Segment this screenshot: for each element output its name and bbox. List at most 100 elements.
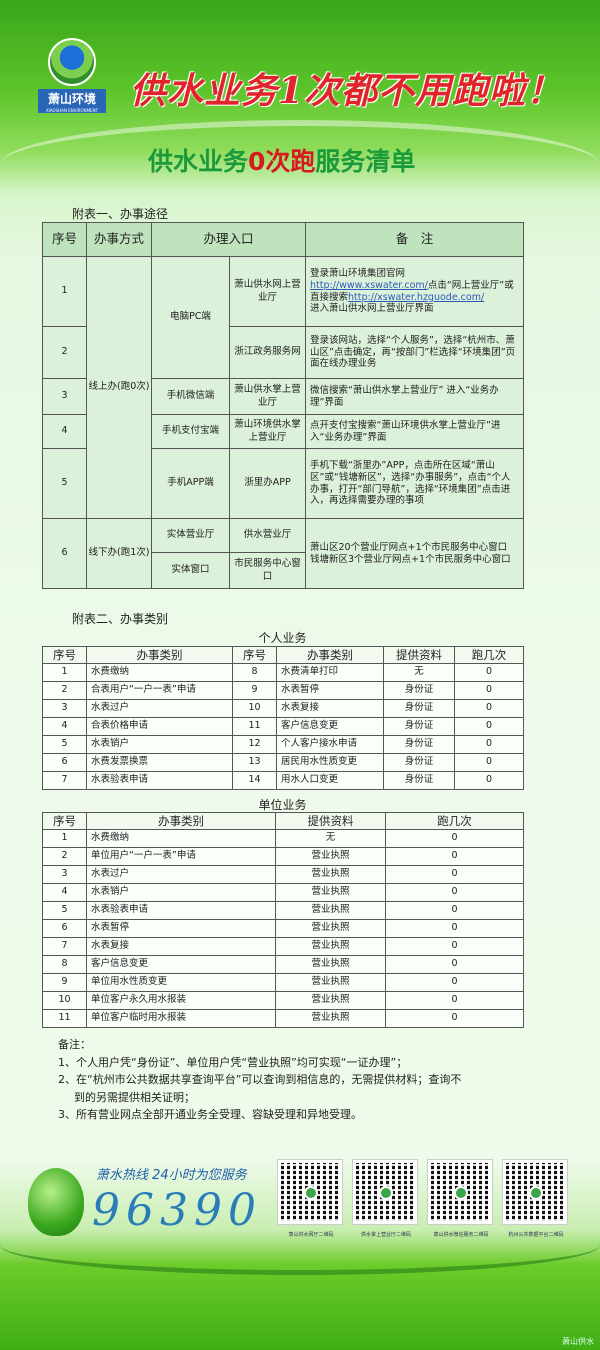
table-cell: 无 (383, 663, 455, 682)
table-cell: 0 (454, 753, 524, 772)
table-cell: 0 (385, 955, 524, 974)
table-cell: 客户信息变更 (86, 955, 276, 974)
header-cell: 办事方式 (86, 222, 152, 257)
table-cell: 水表过户 (86, 865, 276, 884)
decor-swoosh (0, 1215, 600, 1275)
note-item: 3、所有营业网点全部开通业务全受理、容缺受理和异地受理。 (58, 1108, 362, 1121)
service-hall-link[interactable]: http://xswater.hzguode.com/ (348, 291, 485, 303)
method-cell: 线上办(跑0次) (86, 256, 152, 519)
title-highlight: 0次跑 (248, 147, 316, 176)
table-row: 9 单位用水性质变更 营业执照 0 (42, 973, 524, 992)
channel-cell: 手机支付宝端 (151, 414, 230, 449)
table-cell: 营业执照 (275, 847, 386, 866)
table-cell: 水表验表申请 (86, 901, 276, 920)
row-number: 4 (42, 414, 87, 449)
note-cell: 萧山区20个营业厅网点+1个市民服务中心窗口 钱塘新区3个营业厅网点+1个市民服… (305, 518, 525, 589)
header-cell: 办事类别 (86, 646, 233, 664)
table-row: 4 水表销户 营业执照 0 (42, 883, 524, 902)
table-cell: 水费缴纳 (86, 663, 233, 682)
qr-code-icon (352, 1159, 418, 1225)
table-cell: 1 (42, 829, 87, 848)
header-cell: 提供资料 (275, 812, 386, 830)
table-cell: 水表暂停 (86, 919, 276, 938)
table-cell: 0 (385, 919, 524, 938)
note-item: 1、个人用户凭“身份证”、单位用户凭“营业执照”均可实现“一证办理”； (58, 1055, 408, 1069)
table-row: 8 客户信息变更 营业执照 0 (42, 955, 524, 974)
row-number: 6 (42, 518, 87, 589)
table-cell: 水费发票换票 (86, 753, 233, 772)
table-cell: 身份证 (383, 681, 455, 700)
qr-logo-icon (304, 1186, 318, 1200)
table-cell: 身份证 (383, 699, 455, 718)
unit-caption: 单位业务 (258, 798, 307, 812)
table-cell: 水表复接 (86, 937, 276, 956)
table-cell: 合表价格申请 (86, 717, 233, 736)
table-cell: 身份证 (383, 717, 455, 736)
unit-business-table: 序号 办事类别 提供资料 跑几次 1 水费缴纳无 0 2 单位用户“一户一表”申请 营业执照 0 3 水… (42, 812, 524, 1028)
table-cell: 0 (385, 991, 524, 1010)
table-cell: 0 (454, 699, 524, 718)
channel-cell: 电脑PC端 (151, 256, 230, 379)
row-number: 3 (42, 378, 87, 415)
table-cell: 6 (42, 919, 87, 938)
table-cell: 水表验表申请 (86, 771, 233, 790)
header-cell: 跑几次 (385, 812, 524, 830)
table-cell: 11 (42, 1009, 87, 1028)
table-cell: 单位客户永久用水报装 (86, 991, 276, 1010)
table-cell: 居民用水性质变更 (276, 753, 384, 772)
header-cell: 办事类别 (276, 646, 384, 664)
header-cell: 序号 (42, 646, 87, 664)
entry-cell: 萧山供水网上营业厅 (228, 256, 307, 327)
table-cell: 营业执照 (275, 883, 386, 902)
table-row: 4 合表价格申请 11 客户信息变更 身份证 0 (42, 717, 524, 736)
table-cell: 6 (42, 753, 87, 772)
entry-cell: 萧山环境供水掌上营业厅 (228, 414, 307, 449)
table-cell: 8 (42, 955, 87, 974)
table-row: 6 水表暂停 营业执照 0 (42, 919, 524, 938)
row-number: 2 (42, 326, 87, 379)
table-cell: 0 (454, 663, 524, 682)
table-row: 6 水费发票换票 13 居民用水性质变更 身份证 0 (42, 753, 524, 772)
method-cell: 线下办(跑1次) (86, 518, 152, 589)
table-cell: 11 (232, 717, 277, 736)
table-cell: 营业执照 (275, 937, 386, 956)
table-cell: 水表过户 (86, 699, 233, 718)
table-row: 3 水表过户 营业执照 0 (42, 865, 524, 884)
notes: 备注： 1、个人用户凭“身份证”、单位用户凭“营业执照”均可实现“一证办理”； … (58, 1036, 558, 1124)
table-cell: 7 (42, 937, 87, 956)
table-row: 5 水表销户 12 个人客户接水申请 身份证 0 (42, 735, 524, 754)
table2-title: 附表二、办事类别 (72, 612, 169, 626)
table-cell: 营业执照 (275, 865, 386, 884)
table-cell: 水费缴纳 (86, 829, 276, 848)
note-item: 2、在“杭州市公共数据共享查询平台”可以查询到相信息的，无需提供材料；查询不 (58, 1073, 462, 1086)
logo-emblem-icon (48, 38, 96, 86)
header-cell: 办理入口 (150, 222, 307, 257)
channel-cell: 手机微信端 (151, 378, 230, 415)
table-cell: 0 (454, 717, 524, 736)
official-site-link[interactable]: http://www.xswater.com/ (310, 279, 428, 291)
table-cell: 4 (42, 883, 87, 902)
personal-business-table: 序号 办事类别 序号 办事类别 提供资料 跑几次 1 水费缴纳 8 水费清单打印无 0 2 合表用户“一… (42, 646, 524, 790)
table-row: 11 单位客户临时用水报装 营业执照 0 (42, 1009, 524, 1028)
table-cell: 0 (454, 735, 524, 754)
table-cell: 营业执照 (275, 973, 386, 992)
qr-caption: 杭州公共数据平台二维码 (508, 1232, 564, 1238)
table1-title: 附表一、办事途径 (72, 207, 169, 221)
table-cell: 0 (385, 865, 524, 884)
note-cell: 登录该网站，选择“个人服务”，选择“杭州市、萧山区”点击确定，再“按部门”栏选择… (305, 326, 525, 379)
header-cell: 序号 (232, 646, 277, 664)
notes-title: 备注： (58, 1038, 91, 1051)
table-row: 7 水表验表申请 14 用水人口变更 身份证 0 (42, 771, 524, 790)
table-row: 1 水费缴纳 8 水费清单打印无 0 (42, 663, 524, 682)
table-cell: 7 (42, 771, 87, 790)
table-cell: 1 (42, 663, 87, 682)
table-cell: 3 (42, 865, 87, 884)
table-cell: 水表销户 (86, 883, 276, 902)
table-cell: 合表用户“一户一表”申请 (86, 681, 233, 700)
table-cell: 无 (275, 829, 386, 848)
header-cell: 提供资料 (383, 646, 455, 664)
header-cell: 序号 (42, 812, 87, 830)
row-number: 1 (42, 256, 87, 327)
entry-cell: 供水营业厅 (228, 518, 307, 553)
table-cell: 13 (232, 753, 277, 772)
